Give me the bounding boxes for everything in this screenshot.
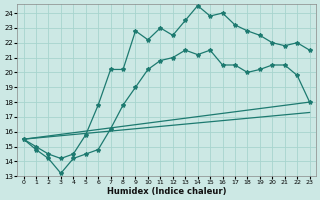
X-axis label: Humidex (Indice chaleur): Humidex (Indice chaleur) xyxy=(107,187,226,196)
